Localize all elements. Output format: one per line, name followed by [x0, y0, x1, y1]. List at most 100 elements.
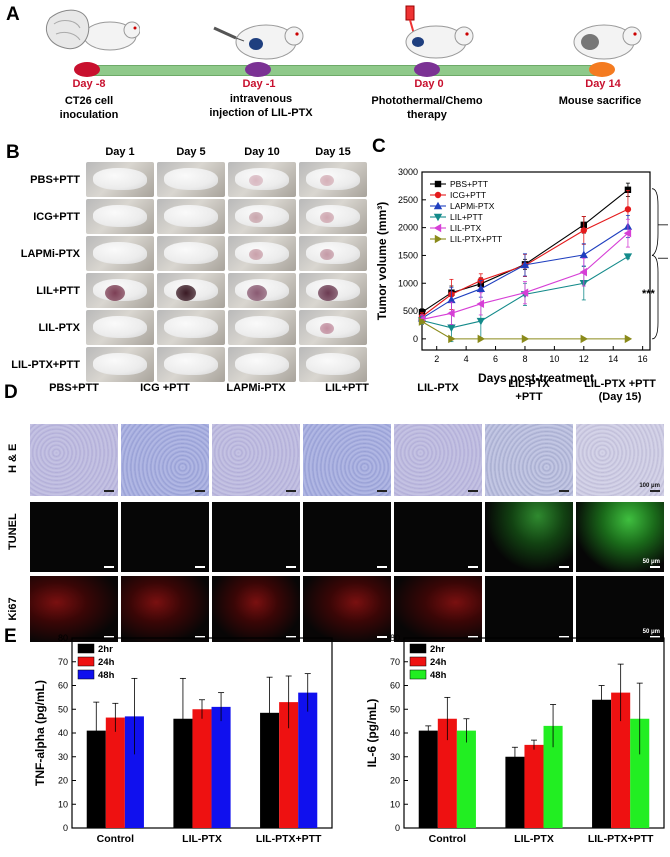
data-point [623, 228, 632, 238]
data-point [520, 260, 530, 269]
y-tick-label: 0 [395, 823, 400, 833]
timeline-step-label: intravenous injection of LIL-PTX [209, 93, 313, 119]
scale-bar [468, 490, 478, 492]
y-tick-label: 70 [390, 657, 400, 667]
mouse-photo [228, 273, 296, 308]
legend-label: 48h [98, 670, 115, 681]
significance-bracket [651, 188, 659, 256]
histology-row-label: H & E [7, 443, 19, 473]
y-tick-label: 0 [413, 334, 418, 344]
x-axis-label: Days post-treatment [478, 371, 594, 385]
legend-label: LIL-PTX [450, 223, 482, 233]
category-label: LIL-PTX [514, 833, 554, 845]
histology-image: 50 μm [576, 576, 664, 642]
histology-image [121, 502, 209, 572]
mouse-laser-illustration [405, 5, 474, 59]
y-tick-label: 20 [390, 776, 400, 786]
mouse-photo [157, 347, 225, 382]
mouse-photo [228, 347, 296, 382]
data-point [447, 309, 455, 318]
legend-label: PBS+PTT [450, 179, 488, 189]
mouse-photo [228, 199, 296, 234]
mouse-photo [157, 273, 225, 308]
bar [456, 730, 476, 828]
mouse-photo [299, 162, 367, 197]
bar [611, 692, 631, 828]
data-point [579, 267, 588, 277]
bar [543, 725, 563, 828]
series-line [421, 256, 629, 329]
bar [630, 718, 650, 828]
legend-marker [433, 223, 442, 233]
y-tick-label: 30 [390, 752, 400, 762]
histology-image [30, 576, 118, 642]
legend-swatch [77, 669, 95, 680]
il6-bar-chart: 0 10 20 30 40 50 60 70 80 IL-6 (pg/mL) Control LIL-… [365, 633, 665, 845]
histology-row-label: TUNEL [7, 513, 19, 550]
legend-label: 48h [430, 670, 447, 681]
histology-image [303, 502, 391, 572]
y-tick-label: 10 [390, 799, 400, 809]
series-line [421, 189, 629, 313]
mouse-photo [228, 310, 296, 345]
legend-swatch [409, 656, 427, 667]
data-point [624, 206, 632, 213]
data-point [447, 324, 456, 332]
photo-row-label: ICG+PTT [33, 211, 80, 223]
legend-marker [434, 180, 442, 188]
panel-label-c: C [372, 136, 386, 157]
data-point [580, 227, 588, 234]
legend-label: LAPMi-PTX [450, 201, 495, 211]
data-point [448, 334, 456, 344]
y-tick-label: 50 [390, 704, 400, 714]
bar [437, 718, 457, 828]
legend-label: LIL+PTT [450, 212, 483, 222]
histology-column-label: ICG +PTT [140, 382, 190, 394]
legend-marker [433, 201, 443, 210]
tumor-volume-chart: 0 500 1000 1500 2000 2500 3000 2 4 6 8 10 12 14 16 Days… [375, 167, 668, 385]
histology-image [121, 576, 209, 642]
scale-bar [650, 490, 660, 492]
mouse-photo [86, 236, 154, 271]
x-tick-label: 10 [549, 354, 559, 364]
photo-row-label: LIL-PTX [38, 322, 80, 334]
timeline-day-label: Day -1 [242, 78, 276, 90]
histology-image [30, 424, 118, 496]
mouse-photo [299, 347, 367, 382]
significance-label: *** [642, 288, 656, 300]
x-tick-label: 4 [464, 354, 469, 364]
y-tick-label: 80 [390, 633, 400, 643]
scale-bar [559, 566, 569, 568]
legend-label: 2hr [98, 644, 113, 655]
data-point [624, 186, 632, 193]
y-tick-label: 40 [390, 728, 400, 738]
data-point [580, 334, 589, 344]
timeline-step-label: Mouse sacrifice [558, 95, 642, 107]
histology-column-label: PBS+PTT [49, 382, 99, 394]
mouse-sacrifice-illustration [573, 24, 642, 60]
timeline-day-label: Day 0 [414, 78, 444, 90]
mouse-photo [86, 199, 154, 234]
x-tick-label: 14 [608, 354, 618, 364]
timeline-step-label: CT26 cell inoculation [59, 95, 119, 121]
timeline-bar [88, 65, 598, 76]
timeline-day-label: Day 14 [585, 78, 621, 90]
photo-column-label: Day 10 [244, 146, 280, 158]
mouse-photo [299, 273, 367, 308]
y-tick-label: 500 [403, 306, 418, 316]
y-tick-label: 0 [63, 823, 68, 833]
histology-row-label: Ki67 [7, 597, 19, 621]
scale-bar [104, 490, 114, 492]
bar [124, 716, 144, 828]
data-point [418, 317, 427, 326]
timeline-marker-day-14 [589, 62, 615, 77]
photo-column-label: Day 15 [315, 146, 351, 158]
data-point [521, 334, 530, 344]
y-tick-label: 1000 [398, 278, 418, 288]
x-tick-label: 12 [579, 354, 589, 364]
mouse-injection-illustration [213, 24, 304, 60]
histology-image [394, 576, 482, 642]
panel-label-a: A [6, 4, 20, 25]
scale-bar [195, 636, 205, 638]
legend-label: LIL-PTX+PTT [450, 234, 502, 244]
